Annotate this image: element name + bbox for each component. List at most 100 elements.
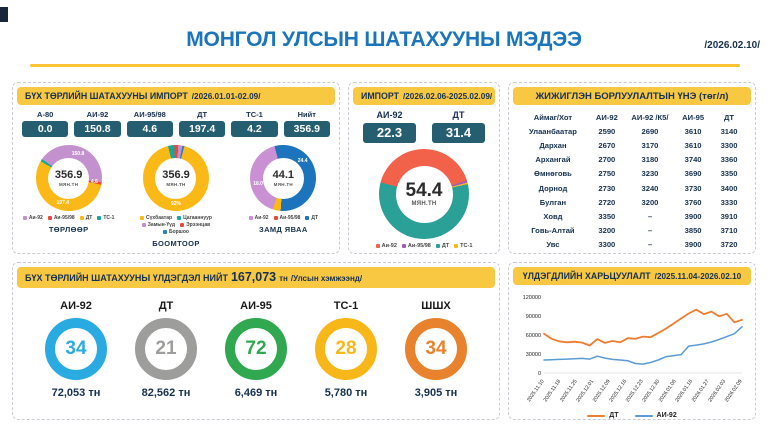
price-cell: 3910 — [720, 211, 738, 221]
donut-center: 44.1 МЯН.ТН — [262, 157, 304, 199]
legend-label: Аи-95/98 — [279, 215, 301, 221]
legend-label: АИ-92 — [656, 412, 677, 419]
slice-label: 4.6 — [90, 179, 98, 186]
price-cell: 3200 — [641, 197, 659, 207]
donut-center-value: 356.9 — [54, 168, 83, 181]
price-table-row: Говь-Алтай 3200 – 3850 3710 — [517, 224, 747, 238]
panel-retail-price: ЖИЖИГЛЭН БОРЛУУЛАЛТЫН ҮНЭ (төг/л) Аймаг/… — [508, 82, 756, 254]
fuel-stat-value: 31.4 — [432, 123, 485, 143]
fuel-stat-label: АИ-92 — [376, 110, 403, 120]
price-table-row: Дархан 2670 3170 3610 3300 — [517, 138, 747, 152]
price-cell: 3690 — [684, 169, 702, 179]
price-table-row: Ховд 3350 – 3900 3910 — [517, 209, 747, 223]
header-divider — [30, 64, 740, 67]
price-cell: 3330 — [720, 197, 738, 207]
price-cell: Өмнөговь — [534, 169, 572, 179]
price-column-header: Аймаг/Хот — [533, 112, 573, 122]
balance-item: АИ-92 34 72,053 тн — [45, 300, 107, 399]
fuel-stat: Нийт 356.9 — [281, 110, 333, 137]
legend-swatch — [180, 223, 185, 227]
panel-balance-unit: тн — [279, 274, 288, 283]
panel-import-week-title: ИМПОРТ — [361, 91, 399, 101]
balance-days-ring: 34 — [45, 318, 107, 380]
donut-center-value: 44.1 — [272, 168, 295, 181]
legend-swatch — [248, 216, 253, 220]
legend-swatch — [47, 216, 52, 220]
donut-center-value: 356.9 — [162, 168, 190, 181]
donut-group: 92% 356.9 МЯН.ТН Сүхбаатар Цагааннуур Замын-Ү… — [122, 145, 229, 248]
price-table-row: Улаанбаатар 2590 2690 3610 3140 — [517, 124, 747, 138]
slice-label: 18.0 — [253, 181, 263, 188]
balance-amount: 6,469 тн — [234, 387, 278, 399]
price-cell: Дорнод — [538, 183, 568, 193]
donut-center-unit: МЯН.ТН — [411, 201, 437, 207]
balance-days-value: 21 — [155, 338, 177, 359]
price-table-row: Булган 2720 3200 3760 3330 — [517, 195, 747, 209]
panel-balance-total: 167,073 — [230, 270, 277, 284]
price-cell: 2720 — [598, 197, 616, 207]
legend-label: ТС-1 — [103, 215, 115, 221]
legend-label: Аи-95/98 — [53, 215, 75, 221]
chart-legend-item: АИ-92 — [634, 412, 677, 419]
legend-item: Боршоо — [162, 229, 189, 235]
axis-label: 120000 — [523, 295, 541, 301]
price-table-header-row: Аймаг/Хот АИ-92 АИ-92 /К5/АИ-95 ДТ — [517, 110, 747, 124]
legend-item: Эрээнцав — [180, 222, 210, 228]
panel-import-week-period: /2026.02.06-2025.02.09/ — [402, 91, 493, 101]
legend-item: Аи-95/98 — [401, 243, 431, 249]
price-cell: 3180 — [641, 155, 659, 165]
donut-legend: Аи-92 Аи-95/98 ДТ ТС-1 — [375, 243, 473, 249]
price-cell: 2700 — [598, 155, 616, 165]
price-cell: 3300 — [720, 140, 738, 150]
fuel-stat-label: АИ-92 — [86, 110, 109, 119]
balance-amount: 72,053 тн — [51, 387, 101, 399]
legend-swatch — [375, 244, 380, 248]
page-title: МОНГОЛ УЛСЫН ШАТАХУУНЫ МЭДЭЭ — [186, 28, 582, 51]
donut-chart: 92% 356.9 МЯН.ТН — [142, 145, 209, 211]
price-table-row: Өмнөговь 2750 3230 3690 3350 — [517, 167, 747, 181]
balance-item: ТС-1 28 5,780 тн — [315, 300, 377, 399]
donut-center: 54.4 МЯН.ТН — [395, 165, 453, 223]
price-cell: 2690 — [641, 126, 659, 136]
slice-label: 197.4 — [56, 200, 70, 207]
fuel-stat-value: 4.6 — [126, 121, 173, 137]
donut-title: ТӨРЛӨӨР — [48, 225, 89, 234]
legend-item: Аи-95/98 — [273, 215, 301, 221]
donut-legend: Сүхбаатар Цагааннуур Замын-Үүд Эрээнцав Борш… — [128, 215, 224, 235]
panel-comparison-title: ҮЛДЭГДЛИЙН ХАРЬЦУУЛАЛТ — [522, 271, 651, 281]
price-column-header: АИ-92 /К5/ — [631, 112, 669, 122]
donut-center-unit: МЯН.ТН — [166, 181, 186, 187]
price-cell: 3230 — [641, 169, 659, 179]
price-cell: 3300 — [598, 240, 616, 250]
price-cell: 2590 — [598, 126, 616, 136]
donut-chart: 54.4 МЯН.ТН — [379, 149, 469, 239]
legend-swatch — [454, 244, 459, 248]
chart-legend-item: ДТ — [587, 412, 619, 419]
legend-label: Эрээнцав — [186, 222, 211, 228]
fuel-stat: А-80 0.0 — [19, 110, 71, 137]
balance-amount: 3,905 тн — [414, 387, 458, 399]
donut-group: 24.4 18.0 44.1 МЯН.ТН Аи-92 Аи-95/98 ДТ ЗАМД ЯВ… — [230, 145, 337, 248]
legend-label: ТС-1 — [460, 243, 473, 249]
panel-comparison-period: /2025.11.04-2026.02.10 — [654, 271, 742, 281]
price-cell: Увс — [546, 240, 560, 250]
legend-swatch — [435, 244, 440, 248]
panel-comparison: ҮЛДЭГДЛИЙН ХАРЬЦУУЛАЛТ /2025.11.04-2026.… — [508, 262, 756, 420]
legend-swatch — [97, 216, 102, 220]
price-cell: 3350 — [598, 211, 616, 221]
balance-days-value: 34 — [425, 338, 447, 359]
corner-mark — [0, 7, 8, 22]
legend-label: ДТ — [311, 215, 319, 221]
panel-import-total-header: БҮХ ТӨРЛИЙН ШАТАХУУНЫ ИМПОРТ /2026.01.01… — [17, 87, 335, 105]
donut-center: 356.9 МЯН.ТН — [48, 157, 90, 199]
legend-item: Аи-92 — [248, 215, 269, 221]
price-column-header: АИ-92 — [595, 112, 618, 122]
legend-label: Замын-Үүд — [147, 222, 176, 228]
fuel-stat: ДТ 197.4 — [176, 110, 228, 137]
fuel-stat-value: 150.8 — [74, 121, 121, 137]
balance-days-value: 28 — [335, 338, 357, 359]
panel-balance: БҮХ ТӨРЛИЙН ШАТАХУУНЫ ҮЛДЭГДЭЛ НИЙТ 167,… — [12, 262, 500, 420]
donut-group: 54.4 МЯН.ТН Аи-92 Аи-95/98 ДТ ТС-1 — [370, 149, 478, 249]
price-cell: 3720 — [720, 240, 738, 250]
price-table-row: Архангай 2700 3180 3740 3360 — [517, 153, 747, 167]
